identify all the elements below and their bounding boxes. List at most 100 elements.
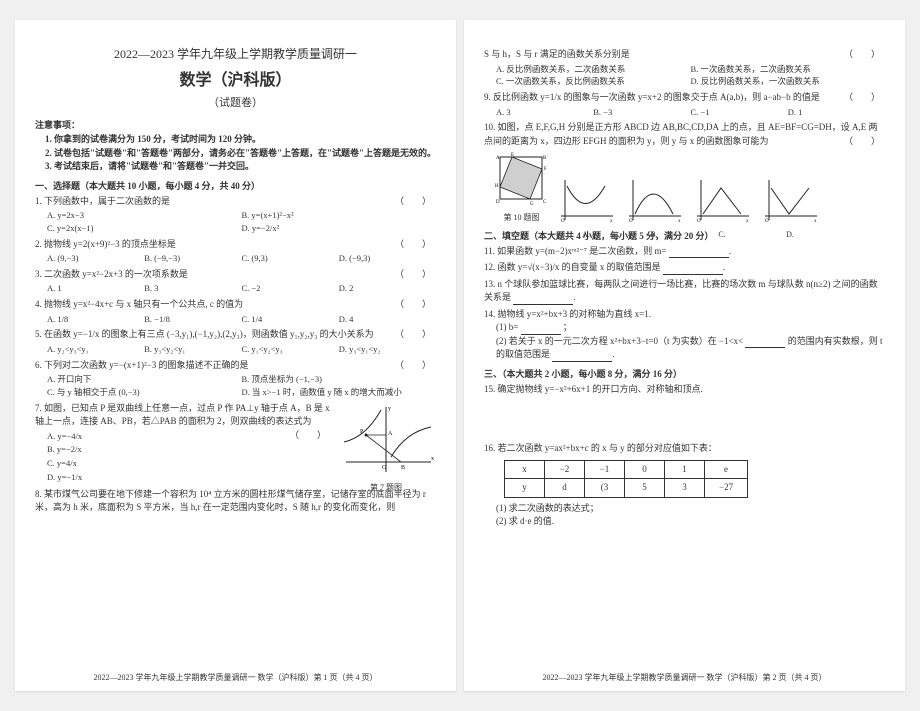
q3-stem: 3. 二次函数 y=x²−2x+3 的一次项系数是 [35, 269, 188, 279]
q8-cont: （ ） S 与 h，S 与 r 满足的函数关系分别是 A. 反比例函数关系，二次… [484, 48, 885, 88]
q1-paren: （ ） [395, 195, 431, 209]
footer-right: 2022—2023 学年九年级上学期教学质量调研一 数学（沪科版）第 2 页（共… [464, 672, 905, 683]
q2: （ ） 2. 抛物线 y=2(x+9)²−3 的顶点坐标是 A. (9,−3) … [35, 238, 436, 265]
q1-c: C. y=2x(x−1) [47, 222, 242, 235]
q16-stem: 16. 若二次函数 y=ax²+bx+c 的 x 与 y 的部分对应值如下表： [484, 443, 717, 453]
svg-text:F: F [544, 167, 547, 172]
title-line2: 数学（沪科版） [35, 66, 436, 90]
q2-b: B. (−9,−3) [144, 252, 241, 265]
q14-sub2-pre: (2) 若关于 x 的一元二次方程 x²+bx+3−t=0（t 为实数）在 −1… [496, 336, 743, 346]
q8-c: C. 一次函数关系，反比例函数关系 [496, 75, 691, 88]
q10-opt-b-chart: x O B. [623, 176, 685, 224]
q16-h2: −1 [585, 460, 625, 479]
page-left: 2022—2023 学年九年级上学期教学质量调研一 数学（沪科版） （试题卷） … [15, 20, 456, 691]
page-right: （ ） S 与 h，S 与 r 满足的函数关系分别是 A. 反比例函数关系，二次… [464, 20, 905, 691]
q9: 9. 反比例函数 y=1/x 的图象与一次函数 y=x+2 的图象交于点 A(a… [484, 91, 885, 118]
q11-stem: 11. 如果函数 y=(m−2)xᵐ²⁻⁷ 是二次函数，则 m= [484, 246, 667, 256]
q10-geom-figure: A B C D E F G H 第 10 题图 [494, 151, 549, 224]
q5-stem: 5. 在函数 y=−1/x 的图象上有三点 (−3,y₁),(−1,y₂),(2… [35, 329, 374, 339]
q12-stem: 12. 函数 y=√(x−3)/x 的自变量 x 的取值范围是 [484, 262, 661, 272]
q16-d5: −27 [705, 479, 748, 498]
q14: 14. 抛物线 y=x²+bx+3 的对称轴为直线 x=1. (1) b= ； … [484, 308, 885, 362]
q8-b: B. 一次函数关系，二次函数关系 [691, 63, 886, 76]
q5-d: D. y₃<y₁<y₂ [339, 343, 436, 356]
q4-d: D. 4 [339, 313, 436, 326]
q10-label-d: D. [759, 229, 821, 241]
q16: 16. 若二次函数 y=ax²+bx+c 的 x 与 y 的部分对应值如下表： … [484, 442, 885, 529]
svg-text:A: A [496, 156, 500, 161]
q15: 15. 确定抛物线 y=−x²+6x+1 的开口方向、对称轴和顶点. [484, 383, 885, 397]
q7: x y P A B O 第 7 题图 7. 如图，已知点 P 是双曲线上任意一点… [35, 402, 436, 485]
title-line1: 2022—2023 学年九年级上学期教学质量调研一 [35, 45, 436, 62]
q6: （ ） 6. 下列对二次函数 y=−(x+1)²−3 的图象描述不正确的是 A.… [35, 359, 436, 399]
q4-b: B. −1/8 [144, 313, 241, 326]
svg-text:x: x [746, 219, 749, 224]
q1-b: B. y=(x+1)²−x² [242, 209, 437, 222]
notice-head: 注意事项： [35, 118, 436, 131]
q15-stem: 15. 确定抛物线 y=−x²+6x+1 的开口方向、对称轴和顶点. [484, 384, 703, 394]
svg-text:B: B [401, 465, 405, 471]
q6-d: D. 当 x>−1 时，函数值 y 随 x 的增大而减小 [242, 386, 437, 399]
q5-a: A. y₂<y₃<y₁ [47, 343, 144, 356]
q2-stem: 2. 抛物线 y=2(x+9)²−3 的顶点坐标是 [35, 239, 176, 249]
q10-stem: 10. 如图，点 E,F,G,H 分别是正方形 ABCD 边 AB,BC,CD,… [484, 122, 878, 146]
q2-d: D. (−9,3) [339, 252, 436, 265]
q16-sub1: (1) 求二次函数的表达式； [484, 502, 885, 516]
q3-d: D. 2 [339, 282, 436, 295]
notice-1: 1. 你拿到的试卷满分为 150 分，考试时间为 120 分钟。 [35, 133, 436, 147]
q10: 10. 如图，点 E,F,G,H 分别是正方形 ABCD 边 AB,BC,CD,… [484, 121, 885, 224]
q10-opt-c-chart: x O C. [691, 176, 753, 224]
q5: 5. 在函数 y=−1/x 的图象上有三点 (−3,y₁),(−1,y₂),(2… [35, 328, 436, 355]
svg-text:y: y [388, 406, 391, 412]
q3-c: C. −2 [242, 282, 339, 295]
q16-d0: y [505, 479, 545, 498]
q10-paren: （ ） [844, 135, 880, 149]
q1-a: A. y=2x−3 [47, 209, 242, 222]
svg-text:O: O [697, 219, 701, 224]
q3: （ ） 3. 二次函数 y=x²−2x+3 的一次项系数是 A. 1 B. 3 … [35, 268, 436, 295]
q2-paren: （ ） [395, 238, 431, 252]
q10-label-b: B. [623, 229, 685, 241]
q10-label-c: C. [691, 229, 753, 241]
q14-blank-mid [745, 338, 785, 348]
q1-stem: 1. 下列函数中，属于二次函数的是 [35, 196, 170, 206]
q11: 11. 如果函数 y=(m−2)xᵐ²⁻⁷ 是二次函数，则 m= . [484, 245, 885, 259]
q8-paren: （ ） [844, 48, 880, 62]
svg-text:x: x [610, 219, 613, 224]
q5-c: C. y₁<y₂<y₃ [242, 343, 339, 356]
q8: 8. 某市煤气公司要在地下修建一个容积为 10⁴ 立方米的圆柱形煤气储存室，记储… [35, 488, 436, 515]
svg-text:x: x [814, 219, 817, 224]
svg-text:O: O [629, 219, 633, 224]
q4-a: A. 1/8 [47, 313, 144, 326]
q1: （ ） 1. 下列函数中，属于二次函数的是 A. y=2x−3 B. y=(x+… [35, 195, 436, 235]
q12-blank [663, 265, 723, 275]
svg-text:G: G [530, 202, 534, 206]
q14-blank1 [521, 325, 561, 335]
svg-text:O: O [561, 219, 565, 224]
section3-head: 三、（本大题共 2 小题，每小题 8 分，满分 16 分） [484, 367, 885, 380]
q14-blank2 [552, 352, 612, 362]
q9-c: C. −1 [691, 106, 788, 119]
q9-stem: 9. 反比例函数 y=1/x 的图象与一次函数 y=x+2 的图象交于点 A(a… [484, 92, 820, 102]
title-line3: （试题卷） [35, 94, 436, 110]
q10-opt-a-chart: x O A. [555, 176, 617, 224]
q13-blank [513, 295, 573, 305]
q11-blank [669, 248, 729, 258]
svg-text:H: H [495, 184, 499, 189]
q14-sub1-tail: ； [563, 322, 572, 332]
notice-3: 3. 考试结束后，请将"试题卷"和"答题卷"一并交回。 [35, 160, 436, 174]
q16-h3: 0 [625, 460, 665, 479]
q10-label-a: A. [555, 229, 617, 241]
q16-table: x −2 −1 0 1 e y d (3 5 3 −27 [504, 460, 748, 498]
q2-a: A. (9,−3) [47, 252, 144, 265]
section1-head: 一、选择题（本大题共 10 小题，每小题 4 分，共 40 分） [35, 179, 436, 192]
q8-cont-stem: S 与 h，S 与 r 满足的函数关系分别是 [484, 49, 630, 59]
q16-d4: 3 [665, 479, 705, 498]
svg-text:D: D [496, 200, 500, 205]
q10-caption: 第 10 题图 [494, 212, 549, 224]
q3-paren: （ ） [395, 268, 431, 282]
q10-opt-d-chart: x O D. [759, 176, 821, 224]
q4: （ ） 4. 抛物线 y=x²−4x+c 与 x 轴只有一个公共点, c 的值为… [35, 298, 436, 325]
q16-h5: e [705, 460, 748, 479]
svg-text:A: A [388, 431, 393, 437]
